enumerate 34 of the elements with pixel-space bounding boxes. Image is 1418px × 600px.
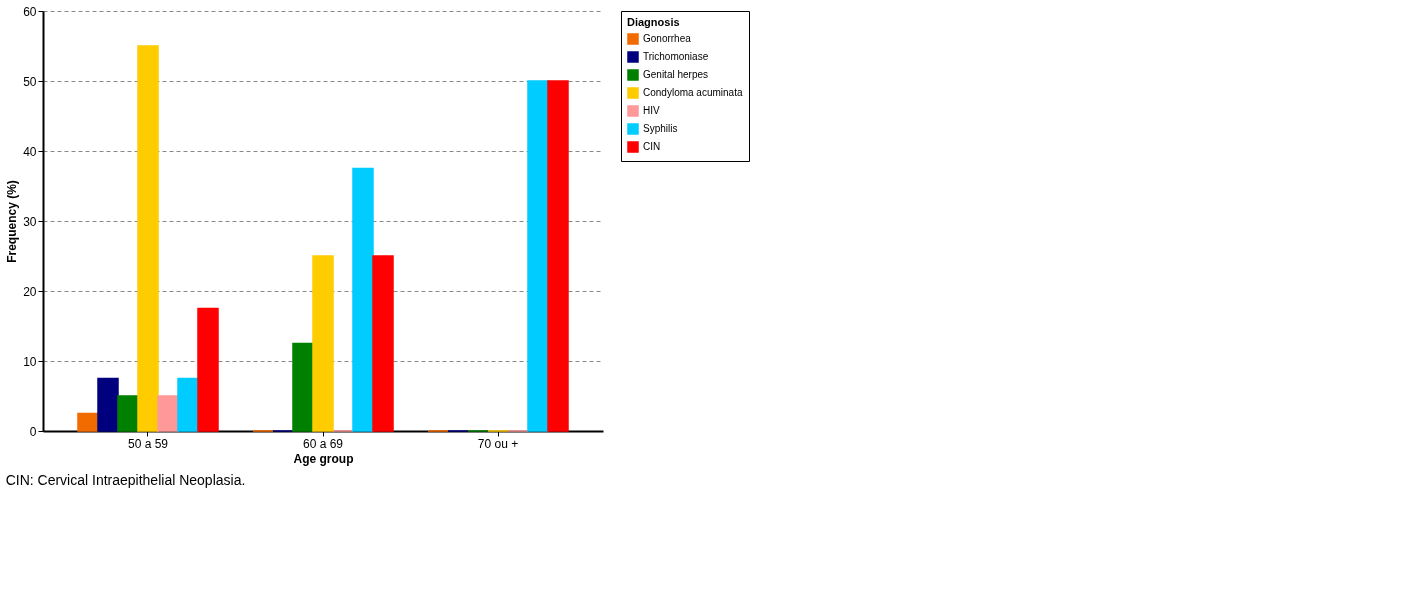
- legend-label: Trichomoniase: [643, 51, 709, 62]
- y-tick-label: 50: [23, 74, 37, 89]
- x-axis-title: Age group: [293, 451, 354, 466]
- bar: [292, 342, 314, 432]
- bar: [77, 412, 99, 432]
- bar: [547, 80, 569, 432]
- text: CIN: Cervical Intraepithelial Neoplasia.: [5, 472, 246, 488]
- bar: [97, 377, 119, 432]
- bar: [137, 45, 159, 432]
- y-tick-label: 60: [23, 4, 37, 19]
- y-tick-label: 10: [23, 354, 37, 369]
- x-tick-label: 50 a 59: [127, 436, 169, 451]
- y-tick-label: 20: [23, 284, 37, 299]
- bar: [117, 395, 139, 432]
- y-tick-label: 40: [23, 144, 37, 159]
- y-tick-label: 0: [29, 424, 37, 439]
- bar: [197, 307, 219, 432]
- bar: [527, 80, 549, 432]
- bar: [312, 255, 334, 432]
- y-axis-title: Frequency (%): [5, 180, 20, 263]
- bar: [372, 255, 394, 432]
- legend-label: CIN: [643, 141, 661, 152]
- legend-label: Syphilis: [643, 123, 678, 134]
- legend-label: Condyloma acuminata: [643, 87, 743, 98]
- legend-label: HIV: [643, 105, 660, 116]
- bar: [157, 395, 179, 432]
- x-tick-label: 70 ou +: [477, 436, 519, 451]
- x-tick-label: 60 a 69: [302, 436, 344, 451]
- legend-title: Diagnosis: [627, 16, 680, 28]
- bar: [177, 377, 199, 432]
- bar: [352, 167, 374, 432]
- legend-label: Genital herpes: [643, 69, 709, 80]
- y-tick-label: 30: [23, 214, 37, 229]
- legend-label: Gonorrhea: [643, 33, 692, 44]
